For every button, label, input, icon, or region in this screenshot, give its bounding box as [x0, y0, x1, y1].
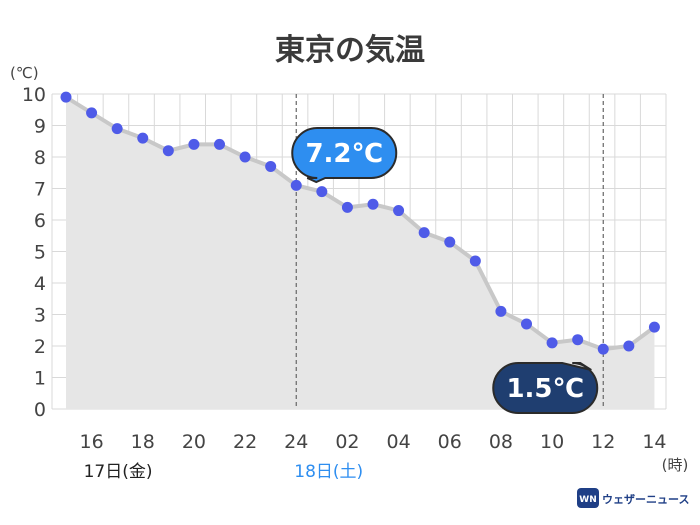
wn-logo-icon [577, 488, 599, 508]
y-tick-label: 5 [34, 242, 46, 264]
day-label-18: 18日(土) [294, 462, 363, 482]
temperature-area [66, 97, 655, 410]
data-point [418, 227, 430, 239]
data-point [444, 236, 456, 248]
x-tick-label: 08 [489, 431, 513, 453]
data-point [214, 138, 225, 150]
y-tick-label: 0 [34, 399, 46, 421]
data-point [60, 91, 72, 103]
data-point [572, 334, 584, 346]
data-point [137, 132, 149, 144]
callout-max: 7.2℃ [291, 127, 398, 184]
data-point [188, 138, 200, 150]
wn-logo-mark: WN [579, 495, 596, 505]
data-point [86, 107, 98, 119]
callout-min-label: 1.5℃ [506, 374, 584, 404]
data-point [546, 337, 558, 349]
y-axis-unit: (℃) [10, 64, 39, 82]
y-tick-label: 6 [34, 210, 46, 232]
data-point [495, 305, 507, 317]
x-axis-unit: (時) [662, 456, 689, 474]
y-tick-label: 1 [34, 368, 46, 390]
y-tick-label: 3 [34, 305, 46, 327]
x-ticks: 16 18 20 22 24 02 04 06 08 10 12 14 [79, 431, 666, 453]
x-tick-label: 18 [131, 431, 155, 453]
data-point [265, 160, 277, 172]
weathernews-logo: WN ウェザーニュース [577, 488, 689, 508]
callout-min-bubble [492, 362, 599, 414]
y-tick-label: 7 [34, 179, 46, 201]
day-label-17: 17日(金) [84, 462, 153, 482]
data-point [316, 186, 328, 198]
data-point [597, 343, 609, 355]
x-tick-label: 22 [233, 431, 257, 453]
data-point [469, 255, 481, 267]
data-point [111, 123, 123, 135]
data-point [290, 179, 302, 191]
x-tick-label: 02 [335, 431, 359, 453]
x-tick-label: 20 [182, 431, 206, 453]
y-tick-label: 9 [34, 116, 46, 138]
y-tick-label: 4 [34, 273, 46, 295]
x-tick-label: 24 [284, 431, 308, 453]
data-point [162, 145, 174, 157]
data-point [239, 151, 251, 163]
chart-title: 東京の気温 [275, 33, 425, 68]
data-point [623, 340, 635, 352]
x-tick-label: 16 [79, 431, 103, 453]
x-tick-label: 04 [386, 431, 410, 453]
callout-max-label: 7.2℃ [305, 139, 383, 169]
data-points [60, 91, 660, 355]
x-tick-label: 06 [438, 431, 462, 453]
callout-min: 1.5℃ [492, 362, 599, 414]
data-point [648, 321, 660, 333]
data-point [521, 318, 532, 330]
y-ticks: 0 1 2 3 4 5 6 7 8 9 10 [22, 84, 46, 421]
wn-logo-text: ウェザーニュース [602, 493, 689, 506]
data-point [367, 198, 379, 210]
callout-max-bubble [291, 127, 398, 184]
y-tick-label: 10 [22, 84, 46, 106]
data-point [393, 205, 405, 217]
x-tick-label: 10 [540, 431, 564, 453]
x-tick-label: 14 [642, 431, 666, 453]
data-point [341, 201, 353, 213]
x-tick-label: 12 [591, 431, 615, 453]
y-tick-label: 8 [34, 147, 46, 169]
y-tick-label: 2 [34, 336, 46, 358]
